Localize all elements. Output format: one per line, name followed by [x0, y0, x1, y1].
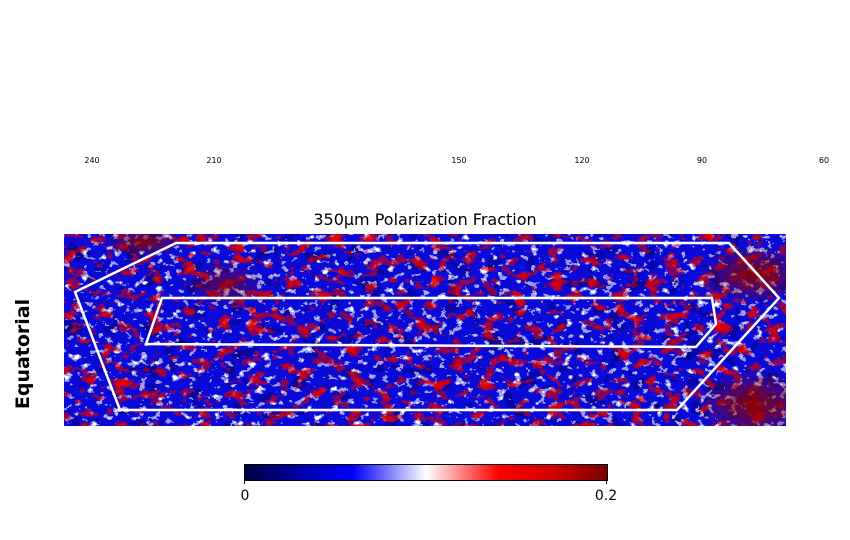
map-hotspot: [694, 369, 786, 426]
inner-region-outline: [144, 296, 718, 349]
colorbar-max-label: 0.2: [594, 488, 618, 504]
colorbar: [244, 464, 608, 481]
map-hotspot: [184, 262, 264, 306]
polarization-map: [64, 234, 786, 426]
colorbar-tick: [606, 479, 607, 484]
x-tick-label: 240: [84, 156, 100, 165]
map-red-texture: [64, 234, 786, 426]
x-tick-label: 120: [574, 156, 590, 165]
x-tick-label: 210: [206, 156, 222, 165]
colorbar-min-label: 0: [240, 488, 250, 504]
colorbar-tick: [244, 479, 245, 484]
map-hotspot: [699, 244, 786, 304]
x-tick-label: 90: [696, 156, 708, 165]
chart-title: 350μm Polarization Fraction: [313, 210, 537, 229]
outer-region-outline: [73, 241, 781, 412]
x-tick-label: 60: [818, 156, 830, 165]
x-tick-label: 150: [451, 156, 467, 165]
row-label: Equatorial: [12, 298, 34, 410]
map-hotspot: [104, 234, 184, 256]
